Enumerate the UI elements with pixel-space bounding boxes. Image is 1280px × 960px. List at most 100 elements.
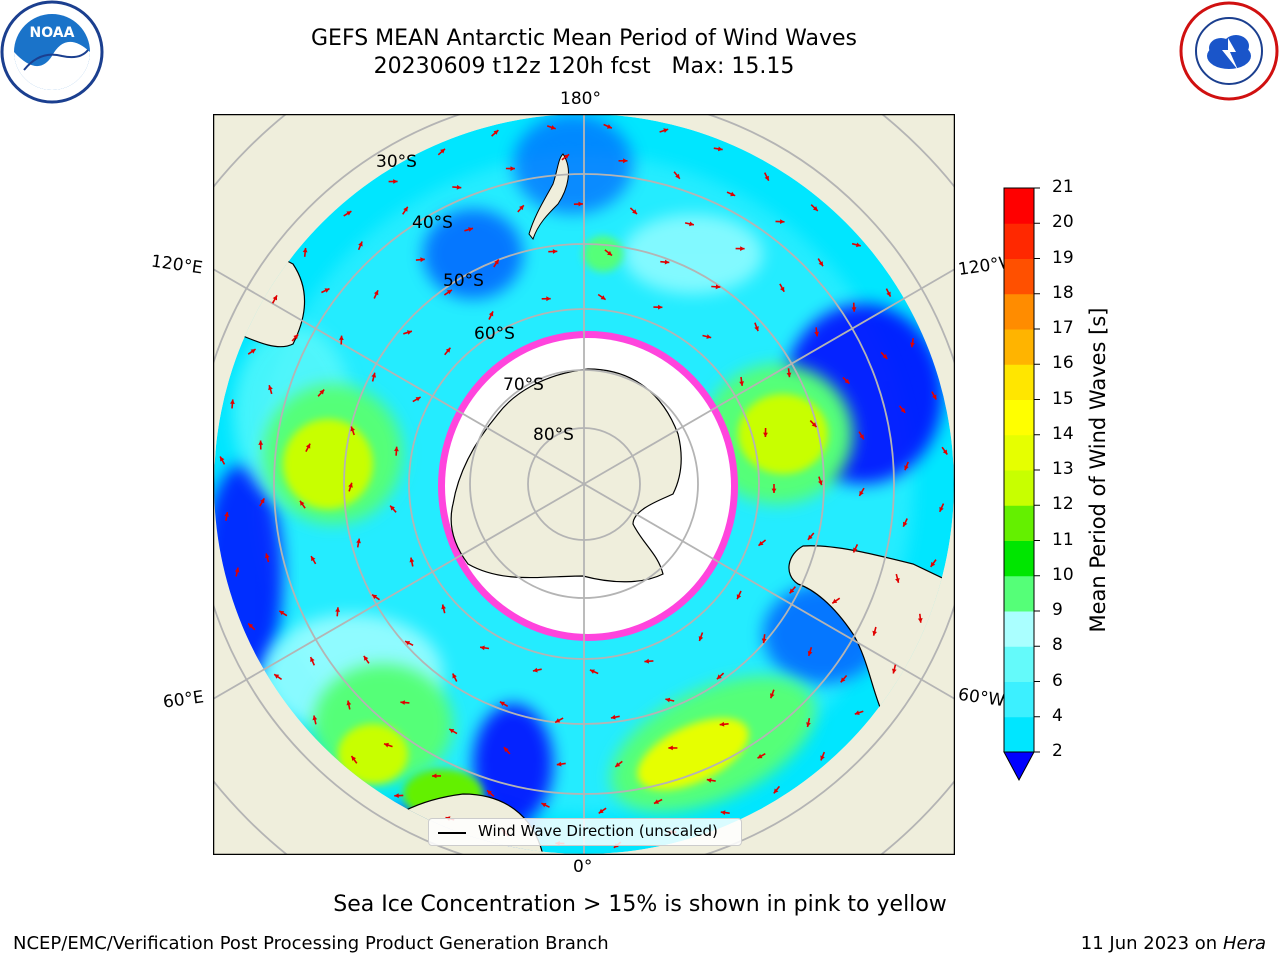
wave-direction-arrowhead [488, 311, 494, 317]
wave-direction-arrowhead [930, 561, 936, 567]
wave-direction-arrowhead [456, 184, 462, 190]
wave-direction-arrowhead [409, 557, 415, 563]
wave-direction-arrowhead [564, 154, 570, 159]
colorbar-tick-label: 13 [1052, 459, 1074, 479]
colorbar-tick-label: 10 [1052, 564, 1074, 585]
wave-direction-arrowhead [606, 124, 612, 129]
wave-direction-arrowhead [250, 349, 256, 354]
wave-direction-arrowhead [786, 372, 792, 378]
colorbar-band [1004, 223, 1034, 259]
wave-direction-arrowhead [859, 434, 864, 440]
wave-direction-arrowhead [415, 397, 421, 402]
wave-direction-arrowhead [374, 290, 379, 296]
wave-direction-arrowhead [942, 449, 948, 455]
colorbar-band [1004, 293, 1034, 330]
colorbar-tick-label: 16 [1052, 353, 1074, 374]
wave-direction-arrowhead [400, 700, 405, 705]
colorbar-band [1004, 646, 1034, 682]
wave-direction-arrowhead [552, 249, 558, 254]
wave-direction-arrowhead [449, 729, 455, 734]
wave-direction-arrowhead [780, 219, 785, 224]
wave-direction-arrowhead [851, 307, 857, 312]
latitude-label-70s: 70°S [503, 375, 544, 395]
wave-direction-arrowhead [600, 295, 606, 300]
wave-direction-arrowhead [293, 334, 299, 340]
wave-direction-arrowhead [663, 128, 669, 133]
wave-direction-arrowhead [698, 636, 704, 641]
wave-direction-arrowhead [390, 505, 395, 511]
colorbar-tick-label: 15 [1052, 388, 1074, 409]
wave-direction-arrowhead [736, 594, 742, 600]
wave-direction-arrowhead [324, 288, 330, 293]
map-legend: Wind Wave Direction (unscaled) [428, 818, 742, 846]
latitude-label-30s: 30°S [376, 152, 417, 172]
wave-direction-arrowhead [720, 810, 726, 815]
sea-ice-note: Sea Ice Concentration > 15% is shown in … [333, 892, 947, 917]
colorbar-tick-label: 4 [1052, 705, 1063, 726]
wave-direction-arrowhead [632, 209, 637, 215]
wave-direction-arrowhead [468, 227, 473, 232]
wave-direction-arrowhead [939, 506, 944, 512]
colorbar-band [1004, 258, 1034, 295]
colorbar-tick-label: 2 [1052, 741, 1063, 761]
timestamp-host: Hera [1222, 933, 1266, 954]
wave-direction-arrowhead [350, 426, 355, 432]
wave-direction-arrowhead [358, 241, 363, 247]
wave-direction-arrowhead [623, 158, 628, 164]
wave-direction-arrowhead [763, 432, 768, 437]
wave-direction-arrowhead [260, 498, 265, 504]
wave-direction-arrowhead [598, 808, 604, 814]
wave-direction-arrowhead [740, 246, 745, 251]
wave-direction-arrowhead [274, 674, 280, 679]
wave-direction-arrowhead [510, 166, 515, 171]
wave-direction-arrowhead [853, 547, 858, 553]
wave-direction-arrowhead [715, 284, 721, 290]
colorbar-tick-label: 17 [1052, 318, 1074, 338]
colorbar-label: Mean Period of Wind Waves [s] [1086, 307, 1110, 633]
wave-direction-arrowhead [371, 372, 377, 378]
colorbar-band [1004, 575, 1034, 612]
wave-direction-arrowhead [840, 677, 846, 683]
wave-direction-arrowhead [665, 697, 671, 703]
wave-direction-arrowhead [773, 788, 779, 794]
wave-direction-arrowhead [689, 221, 694, 227]
wave-direction-arrowhead [895, 578, 900, 583]
colorbar-tick-label: 18 [1052, 282, 1074, 303]
graticule [213, 114, 955, 855]
colorbar-tick-label: 11 [1052, 529, 1074, 550]
colorbar-band [1004, 470, 1034, 506]
wave-direction-arrowhead [319, 389, 325, 395]
wave-direction-arrowhead [844, 378, 850, 384]
wave-direction-arrowhead [441, 604, 446, 610]
wave-direction-arrowhead [739, 381, 744, 386]
wave-direction-arrowhead [503, 747, 509, 753]
colorbar-band [1004, 399, 1034, 436]
wave-direction-arrowhead [234, 567, 240, 573]
colorbar-tick-label: 6 [1052, 670, 1063, 691]
wave-direction-arrowhead [904, 465, 909, 471]
wave-direction-arrowhead [903, 521, 908, 527]
legend-line [438, 832, 466, 834]
wave-direction-arrowhead [900, 407, 906, 413]
wave-direction-arrowhead [607, 250, 612, 256]
colorbar-band [1004, 681, 1034, 718]
wave-direction-arrowhead [771, 488, 777, 493]
wave-direction-arrowhead [493, 130, 499, 135]
wave-direction-arrowhead [351, 756, 357, 761]
map-frame [213, 114, 955, 855]
colorbar-tick-label: 8 [1052, 635, 1063, 656]
wave-direction-arrowhead [814, 331, 819, 337]
colorbar-band [1004, 611, 1034, 647]
legend-label: Wind Wave Direction (unscaled) [478, 822, 718, 840]
wave-direction-arrowhead [706, 778, 712, 783]
wave-direction-arrowhead [363, 655, 369, 661]
wave-direction-arrowhead [872, 630, 877, 636]
wave-direction-arrowhead [668, 745, 673, 751]
wave-direction-arrowhead [758, 541, 764, 546]
wave-direction-arrowhead [832, 598, 838, 604]
wave-direction-arrowhead [499, 701, 505, 706]
wave-direction-arrowhead [917, 618, 923, 623]
latitude-label-80s: 80°S [533, 425, 574, 445]
wave-direction-arrowhead [789, 588, 795, 594]
wave-direction-arrowhead [812, 206, 818, 211]
